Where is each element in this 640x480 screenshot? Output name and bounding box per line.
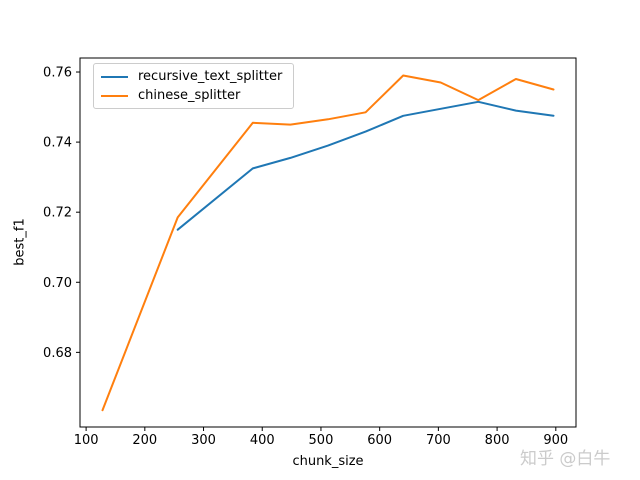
legend-item-recursive-text-splitter: recursive_text_splitter [101, 67, 285, 86]
axes-border [79, 57, 577, 428]
x-tick-label: 600 [367, 433, 392, 448]
x-tick-label: 200 [132, 433, 157, 448]
series-line-recursive_text_splitter [176, 100, 555, 231]
legend-item-chinese-splitter: chinese_splitter [101, 86, 285, 105]
legend-line-swatch-blue [101, 75, 128, 78]
x-axis-label: chunk_size [292, 454, 364, 469]
x-tick-label: 800 [485, 433, 510, 448]
legend-line-swatch-orange [101, 94, 128, 97]
y-tick-label: 0.74 [43, 136, 72, 151]
x-tick-label: 500 [309, 433, 334, 448]
x-tick-label: 400 [250, 433, 275, 448]
legend: recursive_text_splitter chinese_splitter [93, 63, 294, 109]
y-tick-label: 0.72 [43, 206, 72, 221]
y-tick-label: 0.76 [43, 66, 72, 81]
x-tick-label: 300 [191, 433, 216, 448]
x-tick-label: 700 [426, 433, 451, 448]
series-line-chinese_splitter [101, 74, 555, 412]
zhihu-watermark: 知乎 @白牛 [520, 449, 611, 469]
x-tick-label: 900 [543, 433, 568, 448]
y-tick-label: 0.70 [43, 276, 72, 291]
x-tick-label: 100 [74, 433, 99, 448]
legend-label: chinese_splitter [138, 88, 241, 103]
legend-label: recursive_text_splitter [138, 69, 283, 84]
y-tick-label: 0.68 [43, 346, 72, 361]
y-axis-label: best_f1 [12, 218, 28, 266]
